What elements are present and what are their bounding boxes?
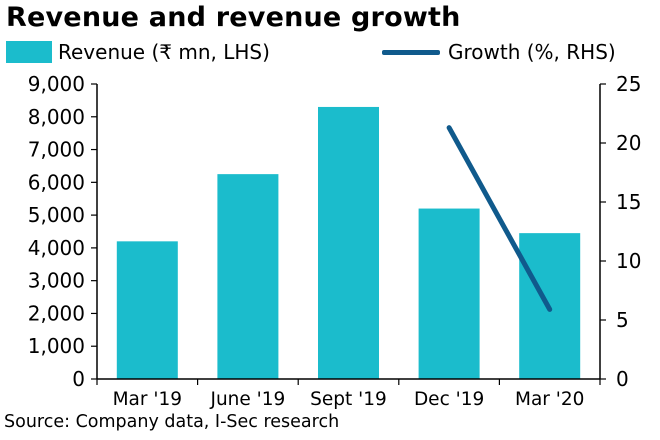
- right-tick-label: 20: [616, 131, 641, 155]
- legend-item-revenue: Revenue (₹ mn, LHS): [6, 40, 270, 64]
- source-note: Source: Company data, I-Sec research: [4, 412, 340, 432]
- left-tick-label: 0: [72, 367, 85, 391]
- legend-label-revenue: Revenue (₹ mn, LHS): [58, 40, 270, 64]
- chart-plot: 0 1,000 2,000 3,000 4,000 5,000 6,000 7,000 8,00…: [28, 72, 642, 410]
- x-tick-label: Mar '19: [113, 389, 182, 410]
- legend-label-growth: Growth (%, RHS): [448, 40, 616, 64]
- revenue-bar: [318, 106, 379, 379]
- left-tick-label: 6,000: [28, 170, 85, 194]
- left-tick-label: 9,000: [28, 72, 85, 96]
- right-tick-label: 15: [616, 190, 641, 214]
- legend-swatch-growth: [382, 49, 440, 55]
- left-tick-label: 1,000: [28, 334, 85, 358]
- legend-item-growth: Growth (%, RHS): [382, 40, 616, 64]
- right-tick-label: 25: [616, 72, 641, 96]
- legend: Revenue (₹ mn, LHS) Growth (%, RHS): [0, 40, 660, 70]
- growth-line: [446, 125, 553, 312]
- left-tick-label: 4,000: [28, 236, 85, 260]
- right-tick-label: 0: [616, 367, 629, 391]
- x-tick-label: Sept '19: [310, 389, 387, 410]
- revenue-bar: [418, 208, 480, 379]
- left-tick-label: 8,000: [28, 105, 85, 129]
- right-tick-label: 10: [616, 249, 641, 273]
- left-tick-label: 3,000: [28, 269, 85, 293]
- revenue-bar: [116, 241, 178, 379]
- right-tick-label: 5: [616, 308, 629, 332]
- x-tick-label: Mar '20: [515, 389, 584, 410]
- legend-swatch-revenue: [6, 41, 52, 63]
- x-tick-label: Dec '19: [414, 389, 484, 410]
- left-tick-label: 7,000: [28, 138, 85, 162]
- revenue-bar: [217, 174, 279, 379]
- x-tick-label: June '19: [210, 389, 286, 410]
- left-tick-label: 5,000: [28, 203, 85, 227]
- left-tick-label: 2,000: [28, 301, 85, 325]
- chart-title: Revenue and revenue growth: [6, 2, 461, 33]
